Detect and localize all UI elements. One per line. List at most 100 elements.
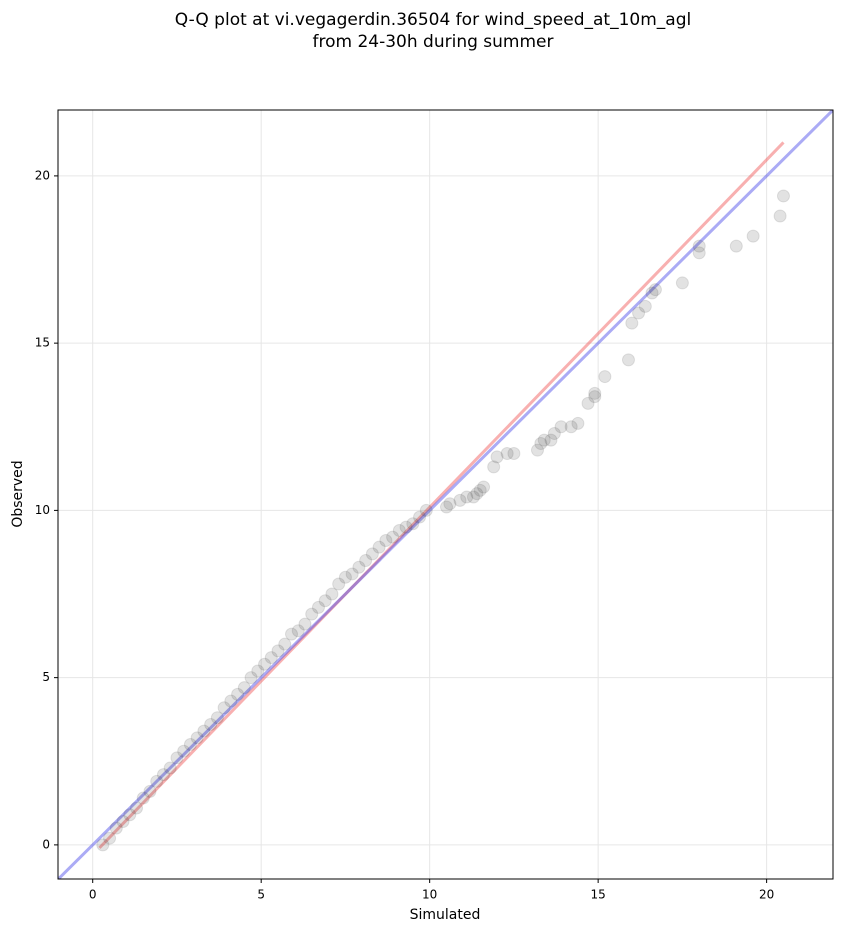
point <box>224 694 238 708</box>
point <box>352 560 366 574</box>
point <box>598 370 612 384</box>
reference-line <box>58 110 833 879</box>
point <box>258 657 272 671</box>
point <box>291 624 305 638</box>
reference-line <box>98 141 785 849</box>
point <box>392 523 406 537</box>
point <box>477 480 491 494</box>
point <box>544 433 558 447</box>
point <box>632 306 646 320</box>
point <box>470 487 484 501</box>
point <box>190 731 204 745</box>
point <box>285 627 299 641</box>
point <box>386 530 400 544</box>
point <box>237 681 251 695</box>
point <box>419 503 433 517</box>
point <box>325 587 339 601</box>
point <box>406 517 420 531</box>
y-tick-label: 20 <box>35 168 50 182</box>
point <box>136 791 150 805</box>
point <box>588 386 602 400</box>
point <box>530 443 544 457</box>
point <box>466 490 480 504</box>
point <box>625 316 639 330</box>
point <box>345 567 359 581</box>
y-tick-label: 0 <box>42 837 50 851</box>
point <box>204 717 218 731</box>
point <box>318 594 332 608</box>
point <box>692 239 706 253</box>
chart-title: Q-Q plot at vi.vegagerdin.36504 for wind… <box>175 10 691 30</box>
point <box>123 808 137 822</box>
point <box>170 751 184 765</box>
point <box>156 768 170 782</box>
point <box>210 711 224 725</box>
x-tick-label: 5 <box>257 888 265 902</box>
point <box>399 520 413 534</box>
grid <box>58 110 833 879</box>
point <box>588 390 602 404</box>
point <box>332 577 346 591</box>
point <box>177 744 191 758</box>
plot-frame <box>57 109 834 880</box>
point <box>251 664 265 678</box>
point <box>621 353 635 367</box>
point <box>440 500 454 514</box>
point <box>311 600 325 614</box>
lines <box>58 110 833 879</box>
point <box>638 299 652 313</box>
point <box>773 209 787 223</box>
x-tick-label: 15 <box>591 888 606 902</box>
point <box>197 724 211 738</box>
point <box>130 801 144 815</box>
point <box>298 617 312 631</box>
point <box>365 547 379 561</box>
point <box>547 426 561 440</box>
point <box>571 416 585 430</box>
point <box>460 490 474 504</box>
point <box>648 283 662 297</box>
point <box>231 687 245 701</box>
point <box>534 436 548 450</box>
point <box>96 838 110 852</box>
point <box>645 286 659 300</box>
point <box>413 510 427 524</box>
point <box>278 637 292 651</box>
point <box>729 239 743 253</box>
x-axis-label: Simulated <box>410 907 481 923</box>
point <box>109 821 123 835</box>
point <box>163 761 177 775</box>
point <box>554 420 568 434</box>
point <box>103 831 117 845</box>
ticks: 0 5 10 15 20 0 5 10 15 20 <box>35 168 775 901</box>
y-tick-label: 10 <box>35 503 50 517</box>
point <box>490 450 504 464</box>
point <box>150 774 164 788</box>
point <box>183 738 197 752</box>
point <box>244 671 258 685</box>
point <box>581 396 595 410</box>
point <box>507 447 521 461</box>
point <box>564 420 578 434</box>
point <box>537 433 551 447</box>
point <box>500 447 514 461</box>
point <box>143 784 157 798</box>
point <box>473 483 487 497</box>
point <box>675 276 689 290</box>
point <box>116 814 130 828</box>
point <box>359 554 373 568</box>
y-tick-label: 5 <box>42 670 50 684</box>
point <box>776 189 790 203</box>
chart-title: from 24-30h during summer <box>313 32 554 52</box>
y-tick-label: 15 <box>35 336 50 350</box>
point <box>443 497 457 511</box>
x-tick-label: 0 <box>89 888 97 902</box>
x-tick-label: 10 <box>422 888 437 902</box>
point <box>217 701 231 715</box>
point <box>271 644 285 658</box>
point <box>692 246 706 260</box>
point <box>487 460 501 474</box>
y-axis-label: Observed <box>10 460 26 527</box>
